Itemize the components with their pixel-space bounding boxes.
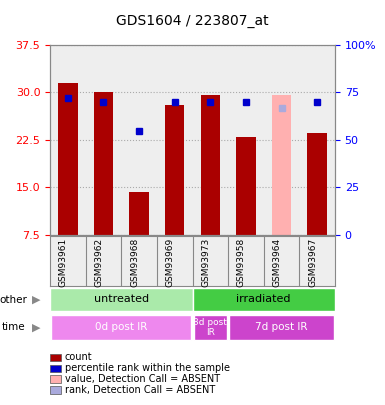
Text: GSM93968: GSM93968	[130, 238, 139, 288]
Bar	[229, 315, 334, 340]
Text: value, Detection Call = ABSENT: value, Detection Call = ABSENT	[65, 374, 220, 384]
Text: other: other	[0, 295, 27, 305]
Text: GSM93958: GSM93958	[237, 238, 246, 288]
Text: GSM93969: GSM93969	[166, 238, 175, 288]
Text: 7d post IR: 7d post IR	[255, 322, 308, 332]
Text: time: time	[2, 322, 25, 332]
Bar	[165, 105, 184, 235]
Bar	[129, 192, 149, 235]
Text: GSM93973: GSM93973	[201, 238, 210, 288]
Text: GSM93964: GSM93964	[273, 238, 281, 287]
Bar	[201, 95, 220, 235]
Text: untreated: untreated	[94, 294, 149, 305]
Text: GSM93962: GSM93962	[94, 238, 104, 287]
Text: ▶: ▶	[32, 322, 40, 332]
Text: ▶: ▶	[32, 295, 40, 305]
Bar	[236, 136, 256, 235]
Bar	[307, 133, 327, 235]
Bar	[58, 83, 78, 235]
Text: 0d post IR: 0d post IR	[95, 322, 147, 332]
Text: rank, Detection Call = ABSENT: rank, Detection Call = ABSENT	[65, 385, 215, 395]
Text: percentile rank within the sample: percentile rank within the sample	[65, 363, 230, 373]
Bar	[192, 288, 335, 311]
Text: irradiated: irradiated	[236, 294, 291, 305]
Text: GSM93961: GSM93961	[59, 238, 68, 288]
Bar	[272, 95, 291, 235]
Text: count: count	[65, 352, 92, 362]
Bar	[194, 315, 227, 340]
Bar	[94, 92, 113, 235]
Text: GSM93967: GSM93967	[308, 238, 317, 288]
Text: 3d post
IR: 3d post IR	[193, 318, 227, 337]
Bar	[51, 315, 191, 340]
Bar	[50, 288, 192, 311]
Text: GDS1604 / 223807_at: GDS1604 / 223807_at	[116, 14, 269, 28]
